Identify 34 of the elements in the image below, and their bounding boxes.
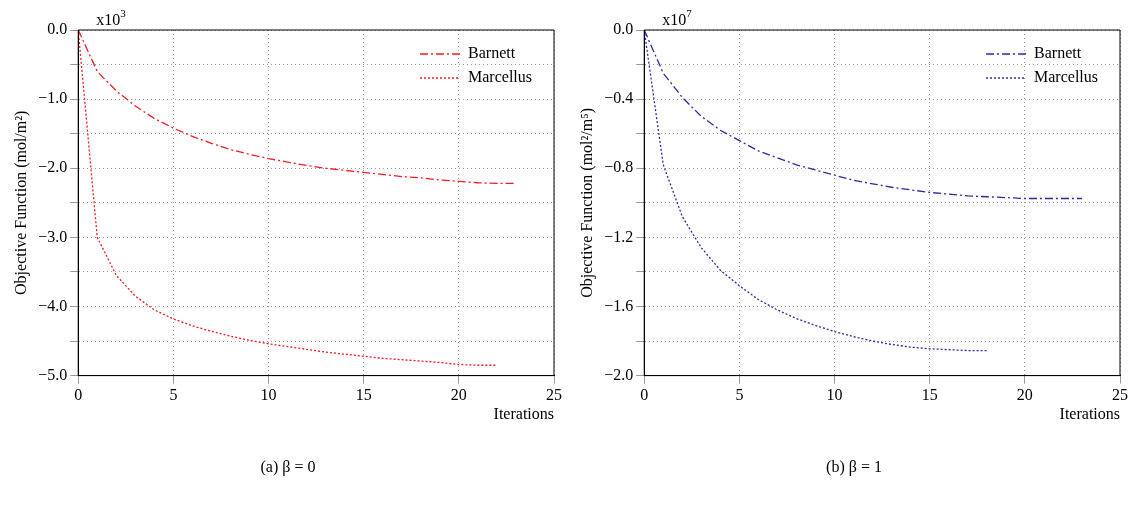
y-axis-title: Objective Function (mol²/m⁵) [577,107,596,298]
x-tick-label: 0 [74,386,83,404]
y-tick-label: −3.0 [38,227,68,245]
y-tick-label: −1.2 [604,227,634,245]
legend-label: Barnett [1034,44,1082,62]
x-tick-label: 25 [1112,386,1128,404]
x-tick-label: 0 [640,386,649,404]
y-tick-label: −1.6 [604,296,634,314]
y-tick-label: 0.0 [613,20,634,38]
y-tick-label: 0.0 [47,20,68,38]
y-tick-label: −5.0 [38,365,68,383]
y-tick-label: −1.0 [38,89,68,107]
x-tick-label: 15 [355,386,372,404]
x-tick-label: 20 [1016,386,1033,404]
y-tick-label: −0.8 [604,158,634,176]
text: (a) β = 0 [259,458,317,476]
x-tick-label: 10 [260,386,277,404]
x-tick-label: 5 [169,386,178,404]
legend-label: Barnett [468,44,516,62]
y-axis-title: Objective Function (mol/m²) [11,110,30,295]
y-tick-label: −2.0 [604,365,634,383]
x-axis-title: Iterations [1059,404,1120,422]
x-tick-label: 10 [826,386,843,404]
y-tick-label: −0.4 [604,89,634,107]
legend-label: Marcellus [1034,68,1099,86]
y-tick-label: −4.0 [38,296,68,314]
text: (b) β = 1 [825,458,883,476]
x-tick-label: 25 [546,386,562,404]
x-axis-title: Iterations [493,404,554,422]
x-tick-label: 20 [450,386,467,404]
y-tick-label: −2.0 [38,158,68,176]
legend-label: Marcellus [468,68,533,86]
x-tick-label: 15 [921,386,938,404]
x-tick-label: 5 [735,386,744,404]
